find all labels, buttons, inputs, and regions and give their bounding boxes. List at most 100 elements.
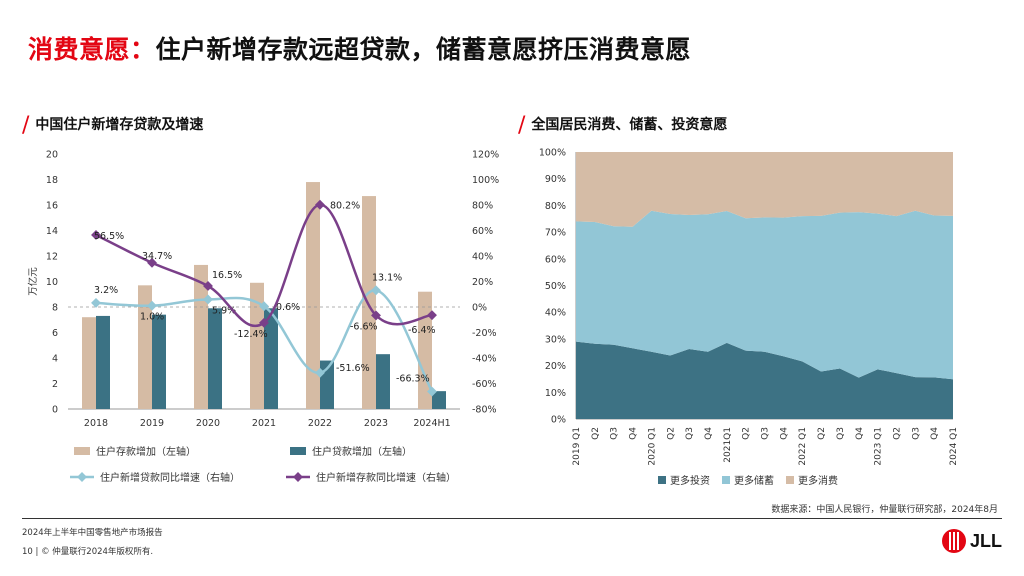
loan-growth-data-label: 5.9% [212,305,236,316]
legend-label: 住户存款增加（左轴） [96,445,196,458]
deposit-growth-marker [371,310,381,321]
x-tick-label: Q4 [855,427,865,440]
save-area [576,210,953,380]
y-tick-label: 30% [545,334,566,345]
loan-growth-data-label: 0.6% [276,302,300,313]
y2-tick-label: 20% [472,277,493,288]
y-tick-label: 8 [52,303,58,314]
legend-label: 更多投资 [670,474,710,487]
x-tick-label: 2020 [196,418,220,429]
right-chart-subtitle-text: 全国居民消费、储蓄、投资意愿 [531,117,728,133]
x-tick-label: 2022 [308,418,332,429]
x-tick-label: Q4 [930,427,940,440]
loan-growth-marker [147,300,157,311]
loan-growth-line [95,289,434,393]
loan-growth-marker [371,285,381,296]
y2-tick-label: 120% [472,150,499,161]
deposit-growth-data-label: -12.4% [234,329,268,340]
y-tick-label: 40% [545,308,566,319]
loan-bar [152,314,166,409]
legend-label: 住户新增存款同比增速（右轴） [316,471,456,484]
jll-logo-text: JLL [969,530,1002,551]
y-tick-label: 18 [46,175,58,186]
legend-label: 住户贷款增加（左轴） [312,445,412,458]
legend-swatch [290,447,306,455]
y-axis-label: 万亿元 [27,267,39,296]
left-chart-subtitle: / 中国住户新增存贷款及增速 [22,110,203,138]
y-tick-label: 14 [46,226,58,237]
y-tick-label: 70% [545,228,566,239]
willingness-area-chart: 0% 10% 20% 30% 40% 50% 60% 70% 80% 90% 100% 2019 Q1… [539,148,959,488]
deposit-growth-marker [203,281,213,291]
x-tick-label: 2021 [252,418,276,429]
loan-growth-data-label: -66.3% [396,374,430,385]
page-title-accent: 消费意愿： [28,35,156,64]
deposit-loan-chart: 0 2 4 6 8 10 12 14 16 18 20 -80% -60% -40% -20% 0% 20% 40… [27,150,499,485]
x-tick-label: Q3 [911,427,921,440]
x-tick-label: 2020 Q1 [647,427,657,466]
y2-tick-label: 80% [472,201,493,212]
x-tick-label: Q3 [610,427,620,440]
invest-area [576,341,953,419]
y2-tick-label: 40% [472,252,493,263]
y-tick-label: 0% [551,415,566,426]
y2-tick-label: 60% [472,226,493,237]
deposit-bar [306,182,320,409]
slash-icon: / [22,113,30,138]
loan-bar [96,315,110,409]
slash-icon: / [518,113,526,138]
x-tick-label: 2023 Q1 [874,427,884,466]
page-title: 消费意愿：住户新增存款远超贷款，储蓄意愿挤压消费意愿 [28,30,691,66]
y-tick-label: 100% [539,148,566,159]
loan-growth-data-label: -51.6% [336,363,370,374]
y-tick-label: 60% [545,254,566,265]
deposit-growth-marker [91,230,101,240]
consume-area [576,152,953,227]
deposit-bar [418,291,432,409]
y-tick-label: 6 [52,328,58,339]
page-title-rest: 住户新增存款远超贷款，储蓄意愿挤压消费意愿 [155,35,692,64]
legend-marker [293,472,303,482]
loan-growth-data-label: 1.0% [140,312,164,323]
x-tick-label: Q3 [836,427,846,440]
y-tick-label: 10% [545,388,566,399]
loan-bar [208,308,222,409]
loan-growth-data-label: 3.2% [94,285,118,296]
y2-tick-label: -40% [472,354,497,365]
x-tick-label: Q4 [629,427,639,440]
legend-marker [77,472,87,482]
x-tick-label: Q2 [666,427,676,440]
y-tick-label: 80% [545,201,566,212]
y-tick-label: 20 [46,150,58,161]
x-tick-label: Q4 [704,427,714,440]
x-tick-label: 2018 [84,418,108,429]
loan-growth-marker [259,301,269,312]
x-tick-label: 2023 [364,418,388,429]
y2-tick-label: -80% [472,405,497,416]
loan-growth-marker [315,367,325,378]
loan-bar [432,391,446,409]
x-tick-label: Q4 [779,427,789,440]
loan-growth-marker [203,294,213,305]
y2-tick-label: 0% [472,303,487,314]
loan-growth-marker [427,386,437,397]
deposit-growth-data-label: 80.2% [330,201,360,212]
y2-tick-label: -20% [472,328,497,339]
y-tick-label: 50% [545,281,566,292]
report-name: 2024年上半年中国零售地产市场报告 [22,528,163,538]
x-tick-label: 2022 Q1 [798,427,808,466]
loan-bar [264,308,278,409]
legend-label: 更多储蓄 [734,474,774,487]
deposit-growth-data-label: 56.5% [94,231,124,242]
legend-swatch [722,476,730,484]
copyright: 10 | © 仲量联行2024年版权所有. [22,547,154,557]
data-source: 数据来源：中国人民银行，仲量联行研究部，2024年8月 [771,505,998,515]
y2-tick-label: 100% [472,175,499,186]
deposit-bar [82,317,96,409]
deposit-bar [250,282,264,409]
deposit-growth-data-label: 16.5% [212,270,242,281]
y-tick-label: 90% [545,174,566,185]
jll-logo: JLL [941,529,1002,553]
y2-tick-label: -60% [472,379,497,390]
y-tick-label: 4 [52,354,58,365]
